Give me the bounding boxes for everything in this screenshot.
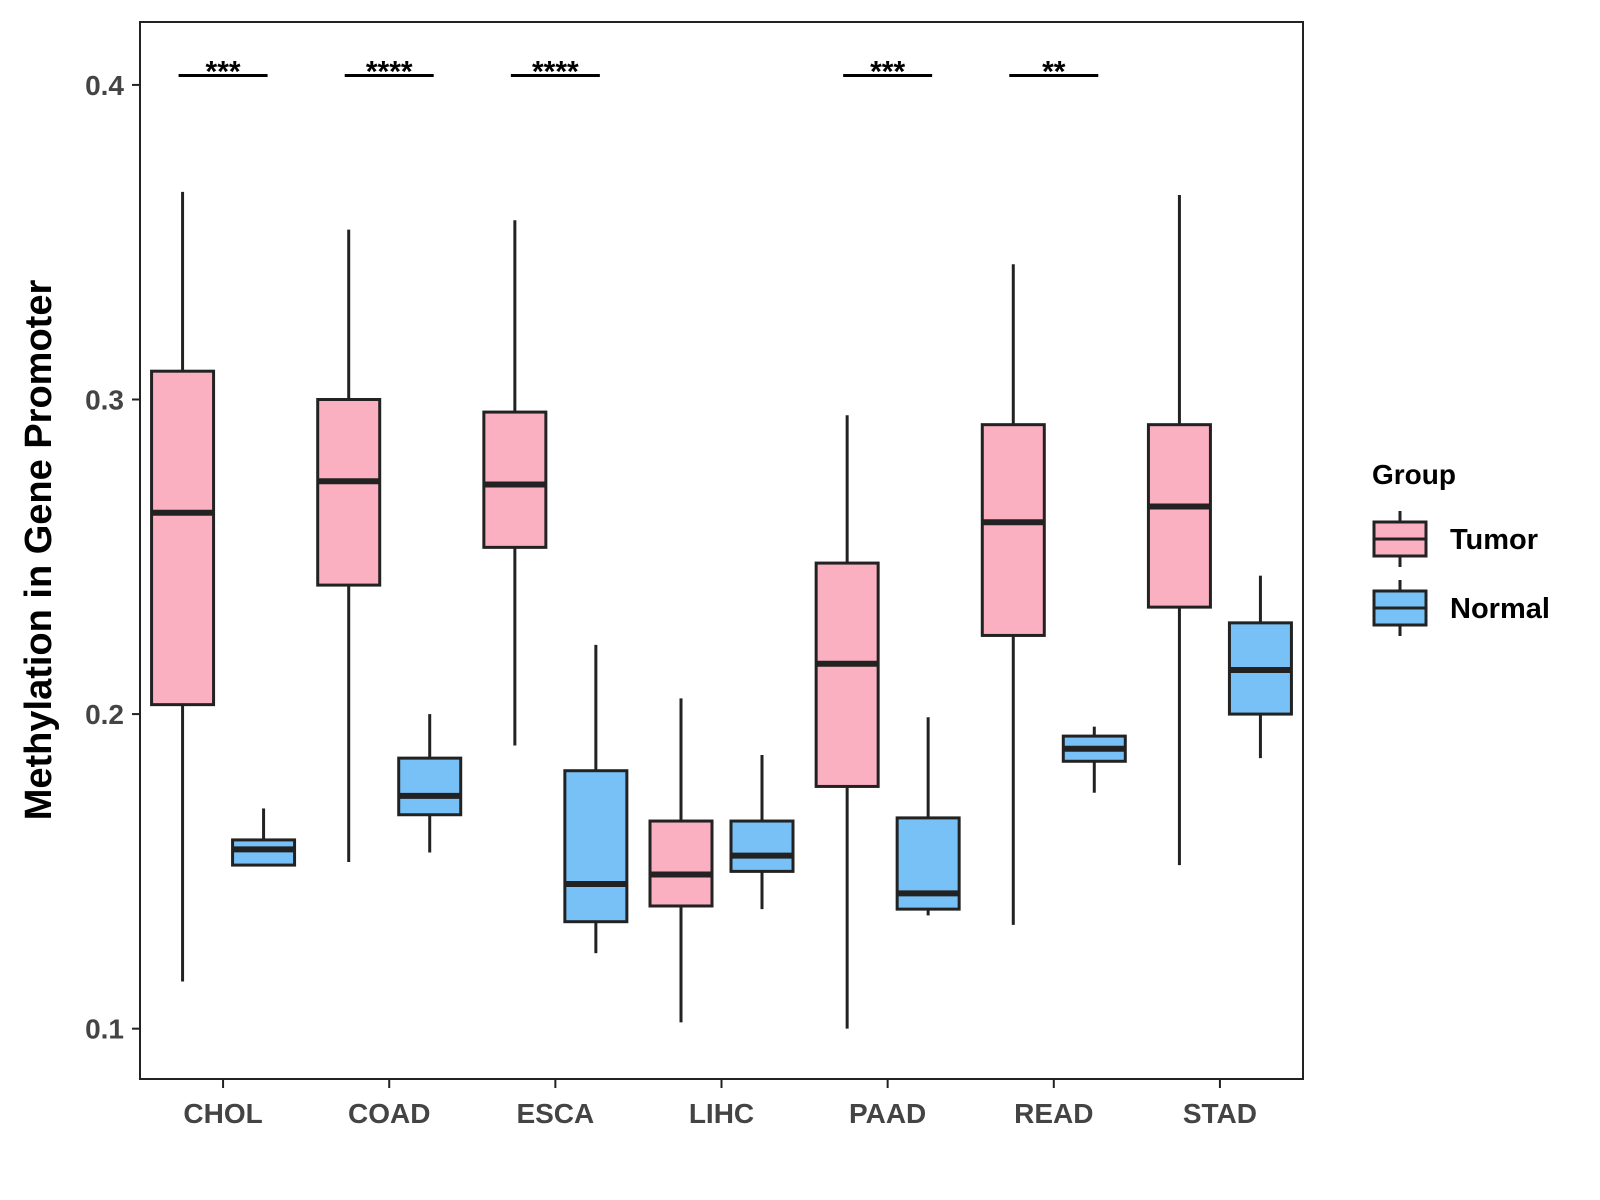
box-tumor-paad xyxy=(814,415,880,1029)
box-iqr xyxy=(563,769,629,924)
significance-esca: **** xyxy=(510,55,600,88)
box-tumor-coad xyxy=(316,229,382,862)
box-tumor-read xyxy=(980,264,1046,925)
box-iqr xyxy=(482,410,548,549)
legend: Group Tumor Normal xyxy=(1372,459,1550,636)
box-tumor-stad xyxy=(1146,195,1212,866)
boxes xyxy=(150,191,1293,1029)
box-iqr xyxy=(316,398,382,587)
box-iqr xyxy=(980,423,1046,637)
significance-paad: *** xyxy=(843,55,933,88)
significance-stars: *** xyxy=(206,55,241,88)
box-normal-paad xyxy=(895,717,961,916)
x-tick-label: COAD xyxy=(348,1098,430,1129)
x-tick-label: STAD xyxy=(1183,1098,1257,1129)
box-iqr xyxy=(231,838,297,867)
box-tumor-esca xyxy=(482,220,548,746)
x-tick-label: READ xyxy=(1014,1098,1093,1129)
legend-label: Tumor xyxy=(1450,524,1538,556)
box-tumor-chol xyxy=(150,191,216,982)
box-normal-lihc xyxy=(729,754,795,910)
legend-label: Normal xyxy=(1450,593,1550,625)
legend-item-tumor: Tumor xyxy=(1372,511,1538,567)
legend-item-normal: Normal xyxy=(1372,580,1550,636)
x-tick-label: ESCA xyxy=(516,1098,594,1129)
box-normal-stad xyxy=(1227,575,1293,759)
box-iqr xyxy=(729,819,795,873)
box-iqr xyxy=(648,819,714,908)
box-iqr xyxy=(397,756,463,817)
significance-read: ** xyxy=(1009,55,1099,88)
box-normal-chol xyxy=(231,808,297,867)
y-tick-label: 0.4 xyxy=(85,70,124,101)
y-tick-label: 0.3 xyxy=(85,385,124,416)
y-tick-label: 0.2 xyxy=(85,699,124,730)
box-iqr xyxy=(150,369,216,707)
legend-title: Group xyxy=(1372,459,1456,490)
significance-stars: **** xyxy=(366,55,413,88)
significance-coad: **** xyxy=(344,55,434,88)
box-iqr xyxy=(1146,423,1212,609)
x-tick-label: LIHC xyxy=(689,1098,754,1129)
box-normal-coad xyxy=(397,714,463,853)
x-axis: CHOL COAD ESCA LIHC PAAD READ STAD xyxy=(183,1079,1257,1129)
x-tick-label: CHOL xyxy=(183,1098,262,1129)
y-axis-title: Methylation in Gene Promoter xyxy=(18,280,60,821)
significance-annotations: *** **** **** *** ** xyxy=(178,55,1099,88)
y-axis: 0.1 0.2 0.3 0.4 xyxy=(85,70,140,1045)
box-normal-read xyxy=(1061,726,1127,793)
significance-chol: *** xyxy=(178,55,268,88)
y-tick-label: 0.1 xyxy=(85,1014,124,1045)
significance-stars: *** xyxy=(870,55,905,88)
x-tick-label: PAAD xyxy=(849,1098,926,1129)
significance-stars: ** xyxy=(1042,55,1066,88)
significance-stars: **** xyxy=(532,55,579,88)
box-iqr xyxy=(814,561,880,788)
box-tumor-lihc xyxy=(648,698,714,1023)
box-normal-esca xyxy=(563,644,629,954)
plot-panel xyxy=(139,21,1304,1080)
